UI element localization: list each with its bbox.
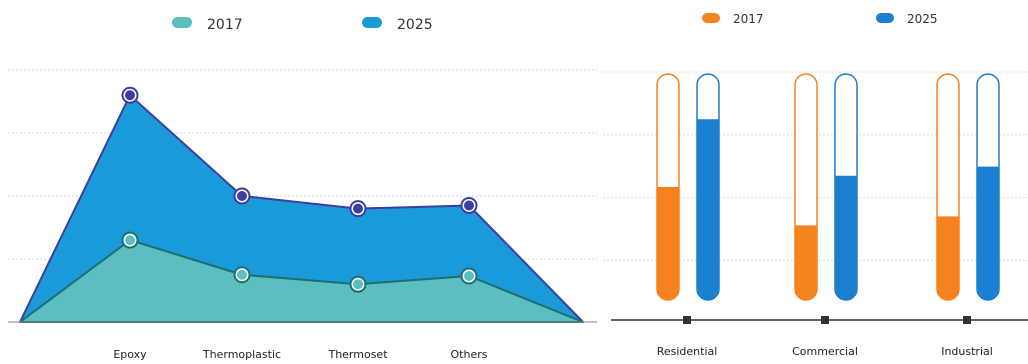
point-core-2017-thermoplastic [237, 269, 247, 280]
point-core-2025-thermoplastic [237, 191, 247, 201]
legend-label-2025: 2025 [907, 12, 938, 26]
x-tick-label: Thermoset [327, 348, 388, 360]
legend-swatch-2025 [876, 13, 894, 23]
markers-2017 [121, 231, 478, 293]
legend-swatch-2017 [172, 17, 192, 28]
x-tick-label: Thermoplastic [202, 348, 281, 360]
bar-fill-commercial-2025 [835, 175, 857, 300]
point-core-2017-thermoset [353, 279, 363, 290]
point-core-2025-others [464, 200, 474, 211]
bar-fill-residential-2025 [697, 119, 719, 300]
x-tick-label: Industrial [941, 345, 993, 358]
legend-label-2017: 2017 [733, 12, 764, 26]
x-tick-marker [683, 316, 691, 324]
bar-fill-industrial-2025 [977, 166, 999, 300]
x-tick-label: Others [451, 348, 488, 360]
legend-label-2017: 2017 [207, 17, 243, 33]
point-core-2025-thermoset [353, 203, 363, 214]
point-core-2017-epoxy [125, 235, 135, 246]
x-tick-label: Residential [657, 345, 718, 358]
bar-fill-industrial-2017 [937, 216, 959, 300]
legend-swatch-2017 [702, 13, 720, 23]
legend-label-2025: 2025 [397, 17, 433, 33]
x-tick-label: Commercial [792, 345, 858, 358]
x-tick-marker [963, 316, 971, 324]
legend-swatch-2025 [362, 17, 382, 28]
x-tick-label: Epoxy [113, 348, 147, 360]
point-core-2025-epoxy [125, 90, 135, 101]
x-tick-marker [821, 316, 829, 324]
bar-fill-residential-2017 [657, 187, 679, 300]
point-core-2017-others [464, 271, 474, 282]
markers-2025 [121, 86, 478, 218]
bar-fill-commercial-2017 [795, 225, 817, 300]
